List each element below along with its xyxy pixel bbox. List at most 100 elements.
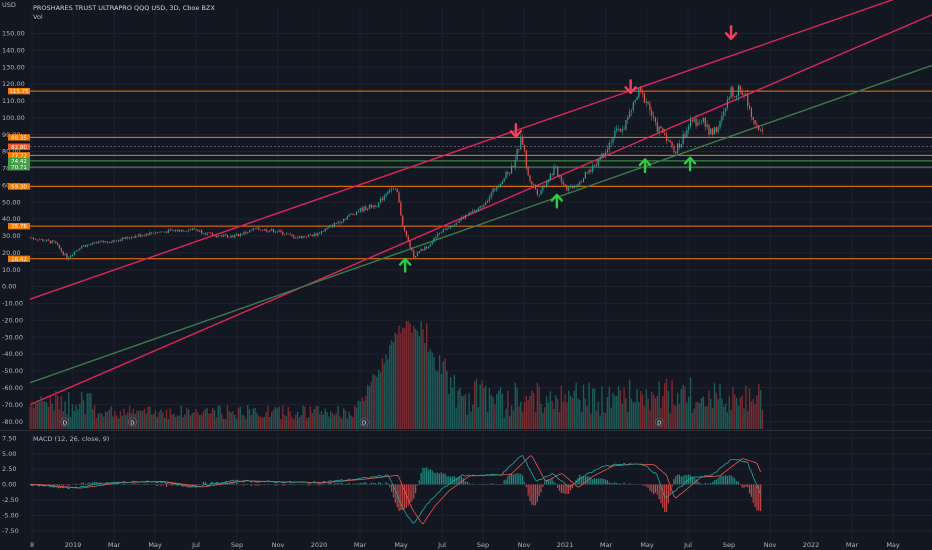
dividend-marker-circle bbox=[60, 417, 70, 427]
volume-bar bbox=[42, 401, 44, 429]
volume-bar bbox=[734, 394, 736, 429]
volume-bar bbox=[352, 417, 354, 429]
volume-bar bbox=[110, 406, 112, 429]
macd-histogram-bar bbox=[402, 484, 404, 510]
volume-bar bbox=[437, 371, 439, 429]
volume-bar bbox=[748, 388, 751, 429]
candle-body bbox=[123, 237, 125, 239]
candle-body bbox=[466, 215, 468, 216]
macd-histogram-bar bbox=[571, 484, 574, 489]
macd-histogram-bar bbox=[394, 484, 396, 503]
candle-body bbox=[103, 241, 105, 243]
candle-body bbox=[391, 189, 393, 191]
time-axis[interactable]: 8 2019 Mar May Jul Sep Nov 2020 Mar May Jul Sep Nov 2… bbox=[30, 541, 900, 549]
volume-bar bbox=[278, 406, 280, 429]
candle-body bbox=[542, 185, 544, 191]
candle-body bbox=[518, 149, 520, 150]
candle-body bbox=[671, 142, 673, 147]
candle-body bbox=[706, 124, 708, 127]
volume-bar bbox=[614, 395, 616, 429]
macd-histogram-bar bbox=[610, 483, 612, 485]
candle-body bbox=[758, 125, 760, 130]
macd-histogram-bar bbox=[558, 484, 561, 491]
macd-histogram-bar bbox=[645, 484, 647, 487]
macd-histogram-bar bbox=[53, 484, 55, 487]
volume-bar bbox=[754, 404, 756, 429]
volume-bar bbox=[154, 410, 157, 429]
macd-histogram-bar bbox=[724, 475, 727, 485]
candle-body bbox=[617, 128, 620, 130]
candle-body bbox=[296, 237, 299, 239]
macd-histogram-bar bbox=[440, 472, 443, 485]
candle-body bbox=[226, 235, 229, 238]
volume-bar bbox=[505, 408, 507, 429]
macd-histogram-bar bbox=[557, 484, 559, 488]
macd-histogram-bar bbox=[267, 483, 269, 485]
volume-bar bbox=[230, 412, 232, 429]
volume-bar bbox=[472, 404, 474, 429]
volume-bar bbox=[695, 402, 697, 429]
candle-body bbox=[363, 206, 365, 212]
candle-body bbox=[429, 244, 431, 247]
macd-histogram-bar bbox=[374, 482, 376, 485]
macd-histogram-bar bbox=[156, 484, 158, 487]
macd-histogram-bar bbox=[658, 484, 660, 499]
macd-histogram-bar bbox=[444, 473, 446, 485]
candle-body bbox=[164, 231, 166, 233]
volume-bar bbox=[346, 418, 349, 429]
volume-bar bbox=[403, 328, 406, 429]
macd-histogram-bar bbox=[66, 484, 68, 486]
macd-histogram-bar bbox=[745, 484, 747, 487]
volume-bar bbox=[608, 386, 611, 429]
macd-histogram-bar bbox=[522, 475, 524, 485]
candle-body bbox=[263, 229, 265, 231]
volume-bar bbox=[79, 403, 81, 429]
macd-histogram-bar bbox=[647, 484, 649, 488]
volume-bar bbox=[215, 417, 218, 429]
macd-histogram-bar bbox=[708, 483, 710, 485]
volume-bar bbox=[265, 411, 267, 429]
candle-body bbox=[512, 165, 514, 167]
volume-bar bbox=[711, 408, 714, 429]
volume-bar bbox=[636, 388, 638, 429]
macd-histogram-bar bbox=[743, 484, 745, 488]
macd-histogram-bar bbox=[603, 479, 605, 485]
volume-bar bbox=[457, 390, 459, 429]
macd-histogram-bar bbox=[673, 478, 675, 485]
volume-bar bbox=[197, 412, 199, 429]
volume-bar bbox=[280, 418, 282, 429]
candle-body bbox=[717, 127, 719, 132]
dividend-marker-letter: D bbox=[657, 420, 661, 426]
candle-body bbox=[193, 228, 195, 230]
candle-body bbox=[630, 109, 633, 112]
candle-body bbox=[634, 99, 636, 103]
y-tick-label: -80.00 bbox=[2, 418, 23, 426]
candle-body bbox=[79, 248, 81, 250]
candle-body bbox=[667, 140, 669, 142]
macd-histogram-bar bbox=[490, 483, 492, 485]
macd-histogram-bar bbox=[505, 479, 507, 485]
candle-body bbox=[712, 128, 714, 135]
macd-histogram-bar bbox=[509, 474, 511, 485]
candle-body bbox=[169, 229, 171, 231]
macd-histogram-bar bbox=[418, 480, 420, 485]
volume-bar bbox=[719, 383, 721, 429]
candle-body bbox=[47, 239, 50, 241]
volume-bar bbox=[569, 395, 572, 429]
macd-histogram-bar bbox=[713, 480, 716, 485]
candle-body bbox=[546, 182, 548, 187]
macd-histogram-bar bbox=[651, 484, 653, 493]
volume-bar bbox=[149, 406, 151, 429]
macd-histogram-bar bbox=[175, 484, 177, 486]
candle-body bbox=[505, 171, 507, 179]
volume-bar bbox=[80, 391, 83, 429]
candle-body bbox=[282, 231, 284, 235]
candle-body bbox=[660, 126, 662, 129]
macd-histogram-bar bbox=[62, 484, 64, 486]
annotation-arrows bbox=[398, 25, 738, 273]
macd-histogram-bar bbox=[544, 480, 546, 485]
volume-bar bbox=[724, 403, 727, 429]
